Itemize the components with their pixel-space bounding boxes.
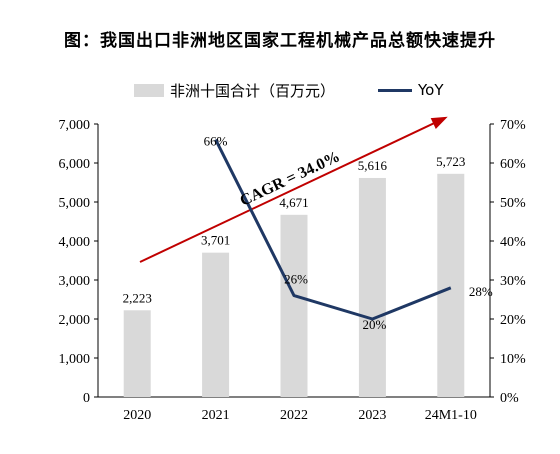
legend-item-line: YoY: [378, 78, 444, 102]
left-tick-label: 2,000: [59, 313, 91, 328]
yoy-value-label: 66%: [204, 134, 228, 149]
legend-line-label: YoY: [418, 81, 444, 99]
cagr-arrow-head: [430, 116, 448, 129]
legend-item-bar: 非洲十国合计（百万元）: [134, 78, 335, 102]
left-tick-label: 1,000: [59, 352, 91, 367]
left-tick-label: 7,000: [59, 118, 91, 133]
bar: [202, 252, 230, 397]
right-tick-label: 40%: [500, 235, 526, 250]
yoy-line: [214, 138, 452, 321]
bar-value-label: 4,671: [279, 195, 308, 210]
bar: [280, 214, 308, 397]
x-tick-label: 24M1-10: [425, 408, 477, 423]
x-tick-label: 2023: [358, 408, 386, 423]
left-tick-label: 0: [83, 391, 90, 406]
bar-value-label: 5,723: [436, 154, 465, 169]
bar-value-label: 5,616: [358, 158, 388, 173]
bar: [437, 173, 465, 397]
legend-bar-swatch: [134, 83, 164, 97]
legend-line-swatch: [378, 88, 412, 92]
x-tick-label: 2022: [280, 408, 308, 423]
left-tick-label: 4,000: [59, 235, 91, 250]
right-tick-label: 30%: [500, 274, 526, 289]
yoy-value-label: 28%: [469, 284, 493, 299]
bar: [358, 177, 386, 397]
chart-title: 图：我国出口非洲地区国家工程机械产品总额快速提升: [64, 31, 496, 51]
cagr-arrow-line: [139, 117, 446, 263]
x-tick-label: 2020: [123, 408, 151, 423]
bar-value-label: 3,701: [201, 233, 230, 248]
right-tick-label: 10%: [500, 352, 526, 367]
right-tick-label: 70%: [500, 118, 526, 133]
x-tick-label: 2021: [202, 408, 230, 423]
left-tick-label: 5,000: [59, 196, 91, 211]
bar-value-label: 2,223: [123, 290, 152, 305]
left-tick-label: 3,000: [59, 274, 91, 289]
bar: [123, 310, 151, 397]
yoy-value-label: 26%: [284, 272, 308, 287]
right-tick-label: 50%: [500, 196, 526, 211]
right-tick-label: 20%: [500, 313, 526, 328]
right-tick-label: 0%: [500, 391, 519, 406]
legend: 非洲十国合计（百万元） YoY: [0, 78, 560, 102]
left-tick-label: 6,000: [59, 157, 91, 172]
right-tick-label: 60%: [500, 157, 526, 172]
legend-bar-label: 非洲十国合计（百万元）: [170, 81, 336, 100]
yoy-value-label: 20%: [362, 317, 386, 332]
